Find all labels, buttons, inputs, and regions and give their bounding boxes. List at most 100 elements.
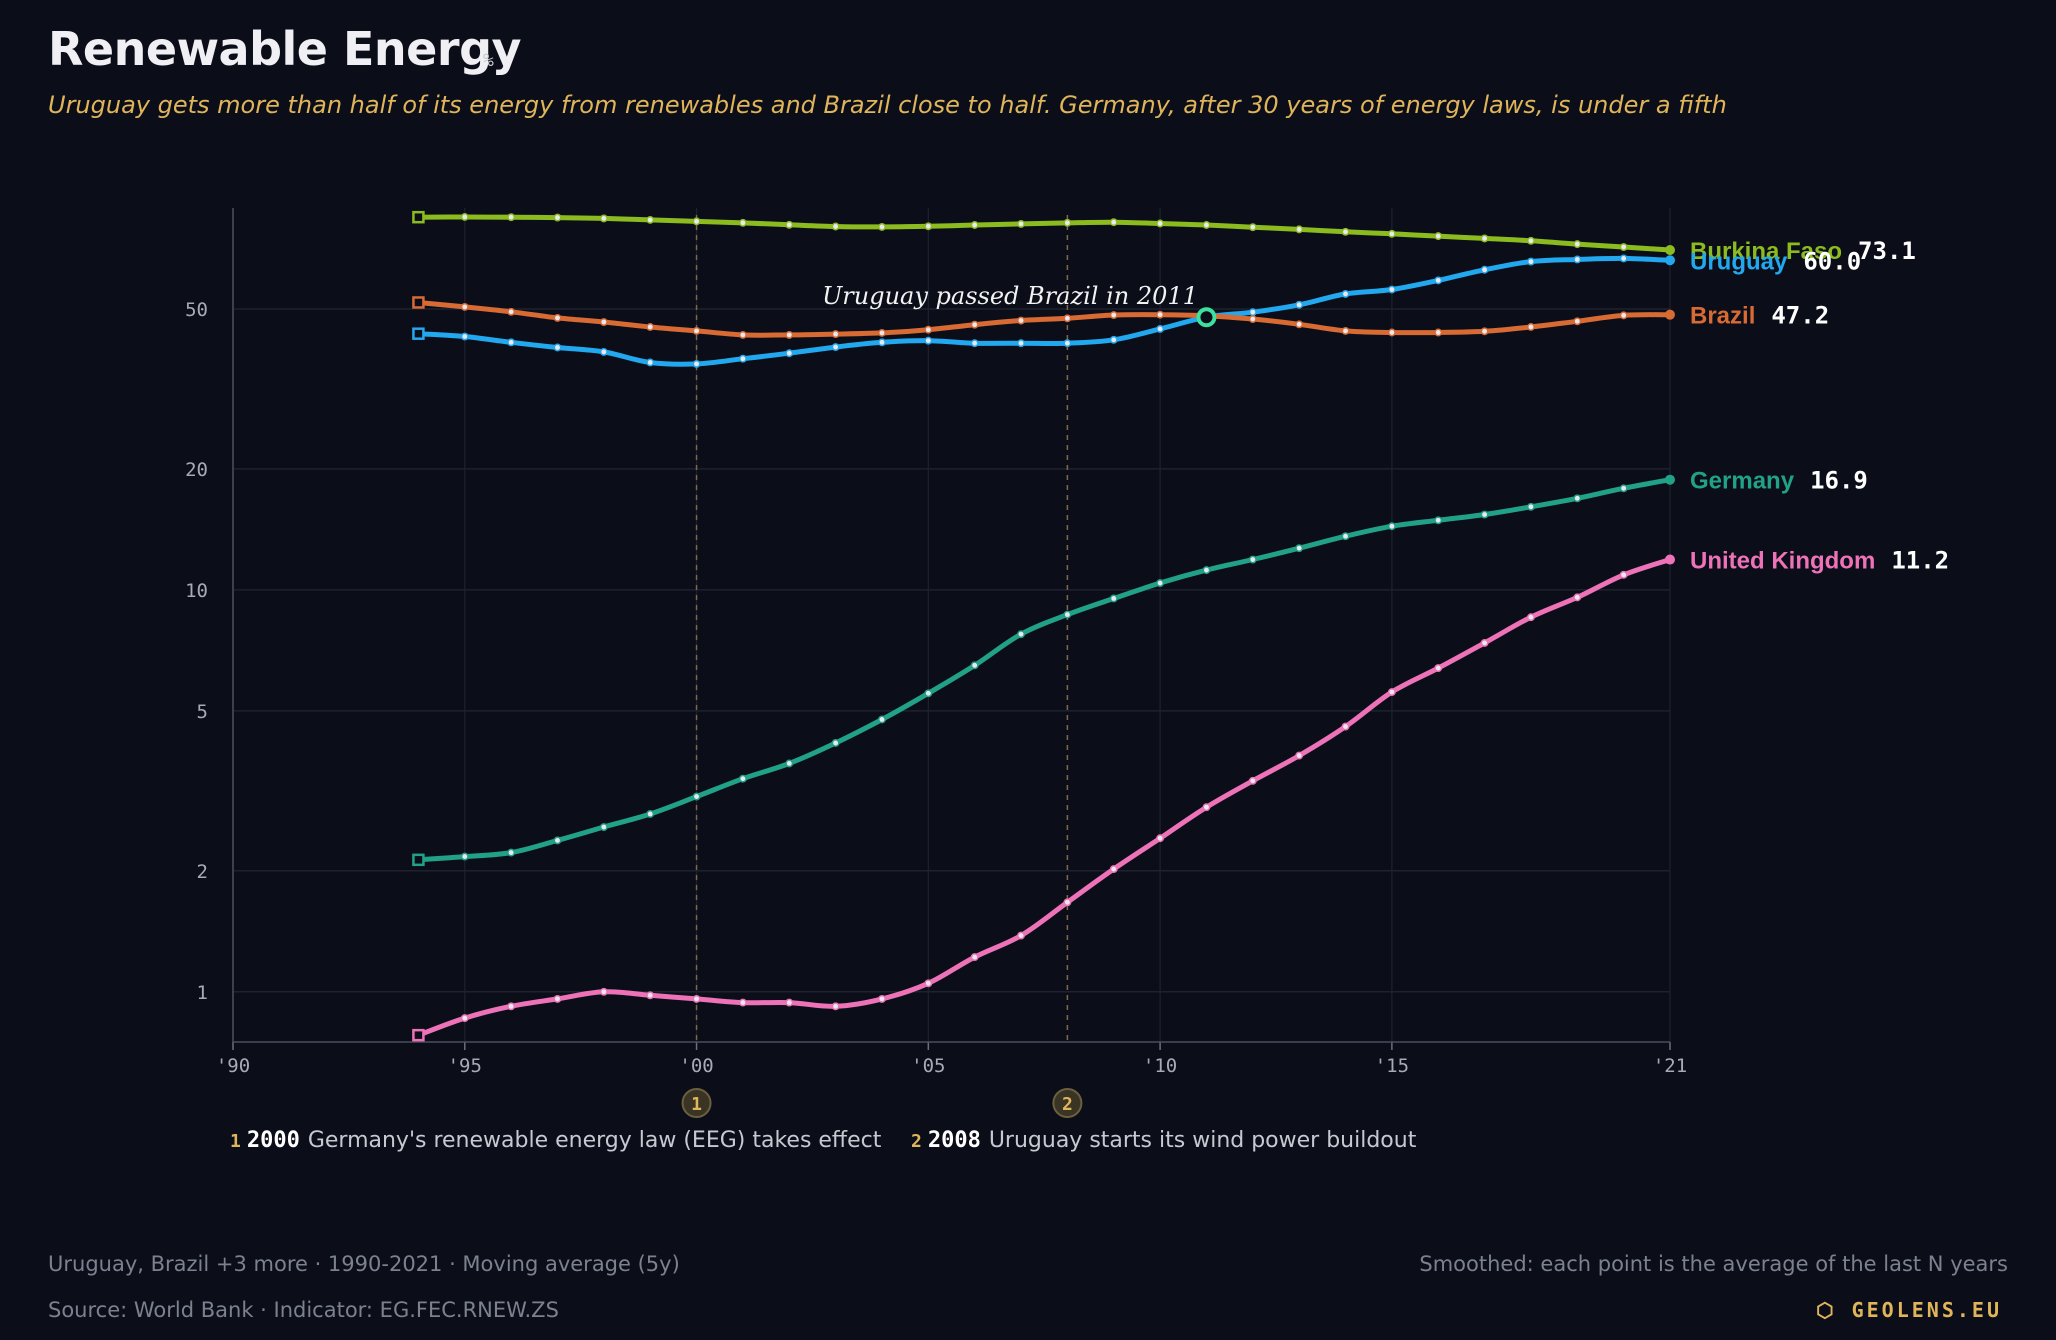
data-point-united-kingdom [1109,865,1118,874]
data-point-burkina-faso [1248,223,1257,232]
data-point-united-kingdom [785,998,794,1007]
crossover-marker [1196,307,1217,328]
data-point-burkina-faso [1619,243,1628,251]
data-point-burkina-faso [1063,218,1072,227]
data-point-united-kingdom [738,998,747,1007]
data-point-brazil [831,330,840,339]
data-point-brazil [1156,310,1165,319]
data-point-burkina-faso [599,214,608,223]
data-point-united-kingdom [924,979,933,988]
data-point-uruguay [1248,308,1257,317]
data-point-germany [1434,516,1443,525]
data-point-uruguay [1063,339,1072,348]
data-point-united-kingdom [1526,613,1535,622]
data-point-germany [1017,630,1025,639]
data-point-uruguay [1526,257,1535,266]
data-point-burkina-faso [924,222,933,231]
data-point-burkina-faso [646,215,655,224]
data-point-brazil [692,326,701,335]
event-marker-1 [681,1088,712,1118]
data-point-united-kingdom [599,987,608,996]
data-point-brazil [738,330,747,339]
series-label-brazil: Brazil [1690,303,1755,330]
event-1-year: 2000 [246,1128,300,1153]
data-point-germany [970,661,979,670]
data-point-united-kingdom [412,1028,425,1042]
data-point-united-kingdom [970,953,979,962]
data-point-uruguay [692,359,701,368]
data-point-brazil [1619,311,1628,320]
data-point-burkina-faso [1295,225,1304,234]
data-point-united-kingdom [1480,638,1489,647]
data-point-burkina-faso [460,213,469,221]
data-point-germany [1202,566,1211,575]
brand-logo[interactable]: ⬡ GEOLENS.EU [1816,1298,2002,1322]
event-2-year: 2008 [927,1128,981,1153]
footer-selection: Uruguay, Brazil +3 more · 1990-2021 · Mo… [48,1252,680,1276]
event-marker-2 [1052,1088,1083,1118]
data-point-burkina-faso [1434,232,1443,241]
data-point-burkina-faso [785,220,794,229]
data-point-united-kingdom [507,1002,516,1011]
data-point-united-kingdom [1063,898,1072,907]
data-point-united-kingdom [1573,593,1582,602]
brand-text: GEOLENS.EU [1851,1298,2002,1322]
data-point-uruguay [599,347,608,356]
data-point-germany [785,759,794,768]
x-tick-label: '21 [1653,1055,1687,1077]
data-point-germany [692,792,701,801]
data-point-brazil [1665,309,1675,320]
data-point-uruguay [553,343,562,352]
data-point-burkina-faso [1341,227,1350,236]
y-tick-label: 2 [197,861,208,883]
data-point-united-kingdom [1619,570,1628,579]
data-point-uruguay [878,338,886,347]
data-point-burkina-faso [1387,229,1396,238]
data-point-germany [412,853,425,867]
data-point-united-kingdom [1017,931,1025,940]
data-point-uruguay [924,336,933,345]
page-title: Renewable Energy [48,22,521,76]
data-point-germany [1619,484,1628,493]
data-point-uruguay [738,354,747,363]
x-tick-label: '00 [679,1055,713,1077]
data-point-brazil [785,330,794,339]
series-label-uruguay: Uruguay [1690,248,1788,275]
data-point-germany [1665,474,1675,485]
data-point-brazil [1526,323,1535,331]
series-line-burkina-faso [415,214,1673,253]
x-tick-label: '05 [911,1055,945,1077]
y-tick-label: 10 [185,580,208,602]
footer-source: Source: World Bank · Indicator: EG.FEC.R… [48,1298,559,1322]
data-point-united-kingdom [553,994,562,1003]
data-point-germany [1295,544,1304,553]
data-point-united-kingdom [1387,688,1396,696]
y-tick-label: 20 [185,459,208,481]
data-point-burkina-faso [553,213,562,222]
data-point-united-kingdom [1202,803,1211,812]
series-line-germany [415,477,1673,863]
data-point-united-kingdom [1248,776,1257,785]
y-tick-label: 50 [185,299,208,321]
series-label-germany: Germany [1690,468,1795,495]
data-point-brazil [924,325,933,334]
y-tick-label: 5 [197,701,208,723]
series-line-uruguay [415,255,1673,367]
series-value-uruguay: 60.0 [1803,247,1861,275]
data-point-united-kingdom [1156,834,1165,843]
data-point-uruguay [1665,255,1675,266]
page-subtitle: Uruguay gets more than half of its energ… [48,91,1727,119]
event-1-text: Germany's renewable energy law (EEG) tak… [307,1128,882,1153]
data-point-burkina-faso [1573,240,1582,249]
data-point-burkina-faso [507,213,516,222]
data-point-united-kingdom [460,1014,469,1023]
data-point-brazil [1063,314,1072,323]
data-point-united-kingdom [878,994,886,1003]
axis-layer: 1 2 5 10 20 50 '90 '95 '00 '05 '10 '15 '21 [185,208,1687,1077]
data-point-burkina-faso [412,210,425,224]
data-point-uruguay [460,332,469,341]
data-point-brazil [1341,326,1350,335]
data-point-brazil [1573,317,1582,326]
data-point-brazil [599,318,608,326]
data-point-uruguay [1480,265,1489,274]
